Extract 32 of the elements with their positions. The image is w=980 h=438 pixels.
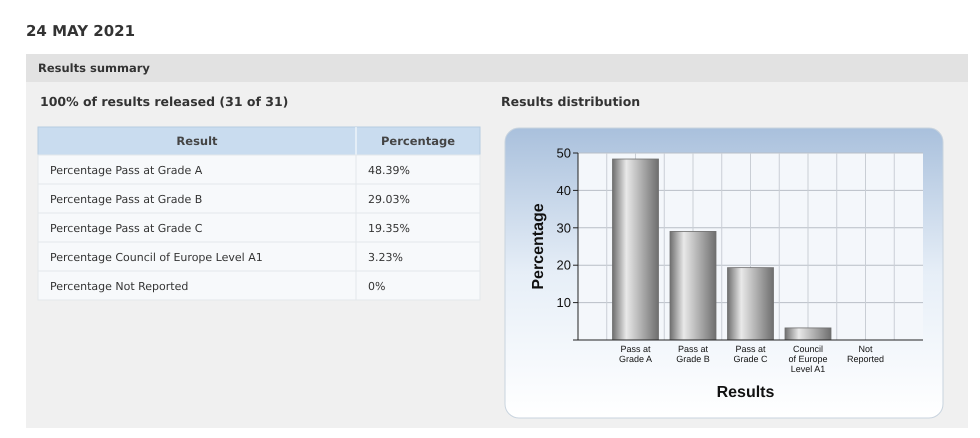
bar [727, 267, 774, 340]
text: Results summary [38, 61, 150, 75]
x-tick-label: Pass at Grade C [733, 344, 768, 364]
text: Percentage Pass at Grade C [50, 222, 203, 235]
text: 29.03% [368, 193, 410, 206]
y-tick-label: 10 [556, 295, 571, 310]
text: Result [176, 134, 218, 148]
text: 0% [368, 280, 386, 293]
y-tick-label: 50 [556, 146, 571, 160]
text: Percentage Pass at Grade B [50, 193, 202, 206]
text: Percentage Council of Europe Level A1 [50, 251, 263, 264]
text: Percentage Not Reported [50, 280, 188, 293]
text: 24 MAY 2021 [26, 22, 136, 40]
chart-title: Results distribution [501, 94, 640, 109]
x-tick-label: Pass at Grade A [618, 344, 652, 364]
x-tick-label: Pass at Grade B [676, 344, 710, 364]
bar [784, 328, 832, 340]
text: 100% of results released (31 of 31) [40, 94, 288, 109]
bar [670, 231, 716, 340]
x-tick-label: Council of Europe Level A1 [788, 344, 828, 374]
text: 3.23% [368, 251, 403, 264]
y-axis-title: Percentage [530, 203, 547, 290]
text: 48.39% [368, 164, 410, 177]
x-tick-label: Not Reported [846, 344, 884, 364]
text: 19.35% [368, 222, 410, 235]
text: Percentage [381, 134, 456, 148]
text: Percentage Pass at Grade A [50, 164, 203, 177]
y-tick-label: 40 [556, 182, 571, 198]
bar [612, 158, 659, 340]
y-tick-label: 20 [556, 258, 571, 273]
y-tick-label: 30 [556, 220, 571, 236]
x-axis-title: Results [716, 384, 774, 401]
